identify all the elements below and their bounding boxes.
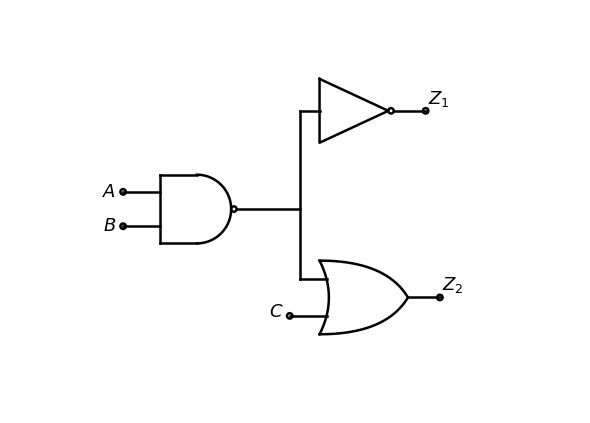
Text: A: A: [103, 183, 116, 201]
Text: C: C: [270, 303, 282, 321]
Text: $Z_2$: $Z_2$: [442, 275, 464, 295]
Text: B: B: [103, 217, 116, 235]
Text: $Z_1$: $Z_1$: [428, 88, 450, 109]
